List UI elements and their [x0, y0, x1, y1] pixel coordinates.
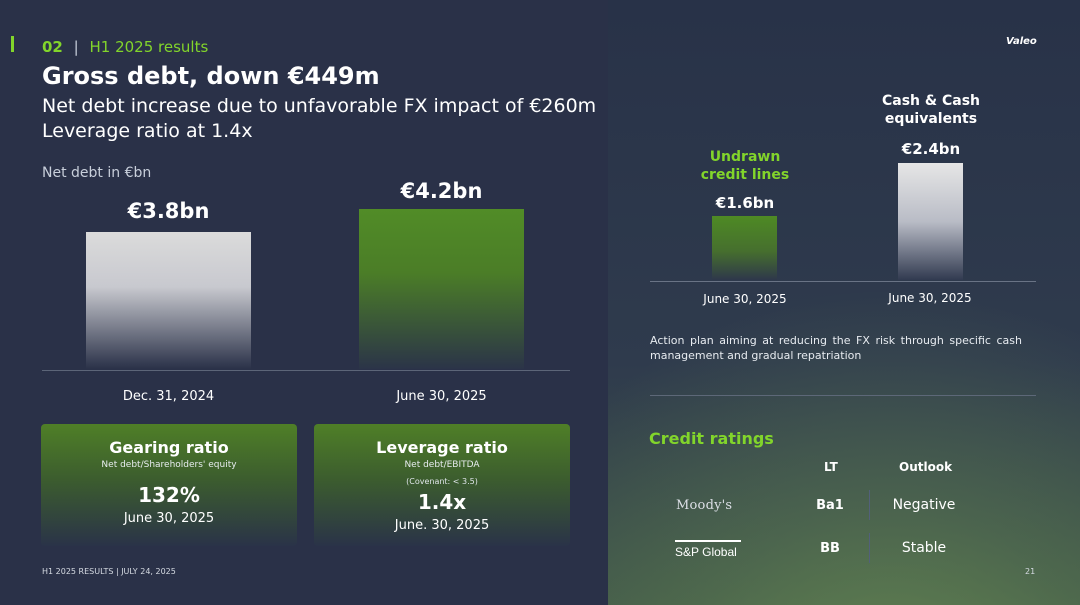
- sp-global-logo-text: S&P Global: [675, 545, 737, 559]
- cash-title-line-1: Cash & Cash: [882, 93, 980, 109]
- net-debt-label: Net debt in €bn: [42, 165, 152, 181]
- right-panel-background: [608, 0, 1080, 605]
- sp-lt-rating: BB: [820, 541, 840, 556]
- moodys-lt-rating: Ba1: [816, 498, 844, 513]
- page-subtitle: Net debt increase due to unfavorable FX …: [42, 94, 596, 144]
- gearing-ratio-subtitle: Net debt/Shareholders' equity: [101, 460, 237, 470]
- leverage-ratio-value: 1.4x: [417, 490, 467, 514]
- subtitle-line-2: Leverage ratio at 1.4x: [42, 120, 253, 142]
- ratings-header-outlook: Outlook: [899, 460, 953, 474]
- net-debt-bar-june-2025: [359, 209, 524, 369]
- page-title: Gross debt, down €449m: [42, 62, 380, 90]
- subtitle-line-1: Net debt increase due to unfavorable FX …: [42, 95, 597, 117]
- bar-value-dec-2024: €3.8bn: [127, 199, 210, 223]
- undrawn-title-line-2: credit lines: [700, 167, 790, 183]
- page-number: 21: [1025, 567, 1036, 576]
- leverage-ratio-date: June. 30, 2025: [394, 518, 490, 533]
- gearing-ratio-value: 132%: [138, 483, 200, 507]
- section-name: H1 2025 results: [89, 38, 209, 56]
- sp-outlook: Stable: [901, 540, 947, 556]
- cash-value: €2.4bn: [901, 140, 961, 158]
- net-debt-axis-line: [42, 370, 570, 371]
- gearing-ratio-date: June 30, 2025: [123, 511, 215, 526]
- ratings-separator-1: [869, 490, 870, 520]
- undrawn-credit-lines-bar: [712, 216, 777, 280]
- valeo-logo: Valeo: [1006, 36, 1037, 47]
- liquidity-axis-line: [650, 281, 1036, 282]
- gearing-ratio-title: Gearing ratio: [109, 438, 229, 457]
- net-debt-bar-dec-2024: [86, 232, 251, 369]
- leverage-ratio-note: (Covenant: < 3.5): [406, 477, 478, 486]
- leverage-ratio-card: Leverage ratio Net debt/EBITDA (Covenant…: [314, 424, 570, 546]
- leverage-ratio-title: Leverage ratio: [376, 438, 508, 457]
- cash-equivalents-bar: [898, 163, 963, 280]
- cash-title-line-2: equivalents: [884, 111, 978, 127]
- leverage-ratio-subtitle: Net debt/EBITDA: [404, 460, 480, 470]
- sp-global-logo-line: [675, 540, 741, 542]
- undrawn-credit-lines-title: Undrawn credit lines: [698, 148, 792, 184]
- ratings-header-lt: LT: [824, 460, 838, 474]
- section-number: 02: [42, 38, 63, 56]
- ratings-separator-2: [869, 533, 870, 563]
- footer-left: H1 2025 RESULTS | JULY 24, 2025: [42, 567, 176, 576]
- sp-global-logo: S&P Global: [675, 540, 745, 559]
- date-label-june-2025: June 30, 2025: [396, 389, 487, 404]
- bar-value-june-2025: €4.2bn: [400, 179, 483, 203]
- moodys-logo-text: Moody's: [676, 498, 733, 513]
- action-plan-text: Action plan aiming at reducing the FX ri…: [650, 334, 1022, 362]
- undrawn-date: June 30, 2025: [703, 292, 787, 306]
- section-accent-bar: [11, 36, 14, 52]
- credit-ratings-title: Credit ratings: [649, 429, 774, 448]
- moodys-outlook: Negative: [892, 497, 956, 513]
- undrawn-title-line-1: Undrawn: [709, 149, 781, 165]
- gearing-ratio-card: Gearing ratio Net debt/Shareholders' equ…: [41, 424, 297, 546]
- cash-equivalents-title: Cash & Cash equivalents: [871, 92, 991, 128]
- section-separator: |: [73, 38, 79, 56]
- undrawn-value: €1.6bn: [715, 194, 775, 212]
- cash-date: June 30, 2025: [888, 291, 972, 305]
- section-divider: [650, 395, 1036, 396]
- section-tag: 02 | H1 2025 results: [42, 38, 208, 56]
- date-label-dec-2024: Dec. 31, 2024: [122, 389, 215, 404]
